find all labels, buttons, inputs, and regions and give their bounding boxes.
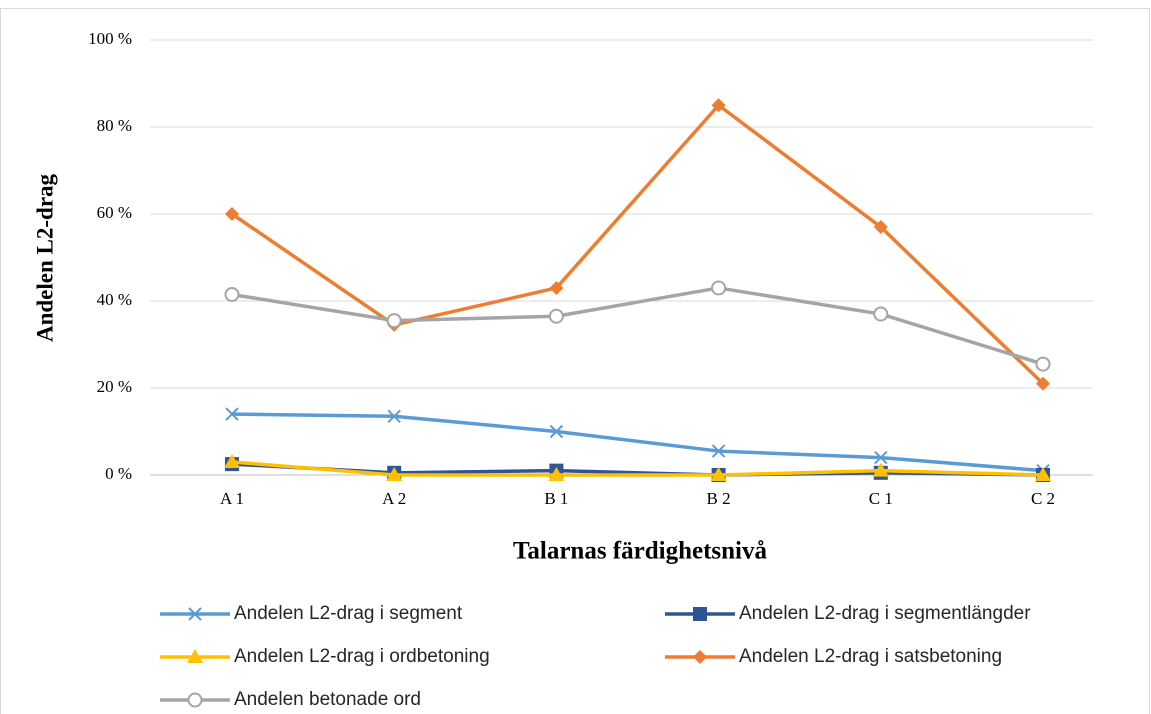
data-point (387, 409, 401, 423)
data-point (386, 467, 403, 481)
chart-frame (0, 8, 1150, 714)
data-point (224, 286, 240, 302)
series-line (231, 412, 1044, 473)
legend-label: Andelen L2-drag i segmentlängder (739, 603, 1031, 624)
legend-label: Andelen L2-drag i segment (234, 603, 463, 624)
y-tick-label: 80 % (97, 116, 132, 135)
y-tick-label: 60 % (97, 203, 132, 222)
data-point (1035, 356, 1051, 372)
x-tick-label: B 2 (707, 489, 731, 508)
data-point (873, 306, 889, 322)
legend-label: Andelen L2-drag i satsbetoning (739, 646, 1002, 667)
data-point (711, 98, 726, 113)
legend-marker (693, 650, 707, 664)
y-tick-label: 20 % (97, 377, 132, 396)
legend-marker (693, 607, 707, 621)
data-point (1036, 376, 1050, 391)
data-point (873, 220, 888, 235)
data-point (224, 453, 240, 468)
y-tick-label: 40 % (97, 290, 132, 309)
y-tick-label: 100 % (88, 29, 132, 48)
data-point (548, 308, 564, 324)
legend-marker (188, 607, 202, 621)
x-axis-title: Talarnas färdighetsnivå (513, 538, 767, 565)
x-tick-label: C 2 (1031, 489, 1055, 508)
data-point (225, 407, 239, 421)
data-point (711, 280, 727, 296)
data-point (386, 313, 402, 329)
x-tick-label: A 1 (220, 489, 244, 508)
x-tick-label: C 1 (869, 489, 893, 508)
y-axis-title: Andelen L2-drag (32, 173, 57, 342)
legend-label: Andelen betonade ord (234, 689, 421, 710)
legend-marker (187, 649, 203, 663)
data-point (549, 280, 564, 295)
legend-label: Andelen L2-drag i ordbetoning (234, 646, 490, 667)
series-line (231, 103, 1045, 385)
series-line (231, 286, 1044, 366)
data-point (549, 424, 564, 439)
data-point (225, 207, 239, 221)
series-line (231, 460, 1044, 477)
legend-marker (187, 692, 203, 708)
data-point (711, 444, 726, 458)
data-point (872, 462, 889, 477)
data-point (874, 450, 888, 465)
x-tick-label: A 2 (382, 489, 406, 508)
data-point (710, 467, 727, 481)
y-tick-label: 0 % (105, 464, 132, 483)
data-point (548, 467, 565, 481)
data-point (1035, 467, 1051, 481)
x-tick-label: B 1 (544, 489, 568, 508)
